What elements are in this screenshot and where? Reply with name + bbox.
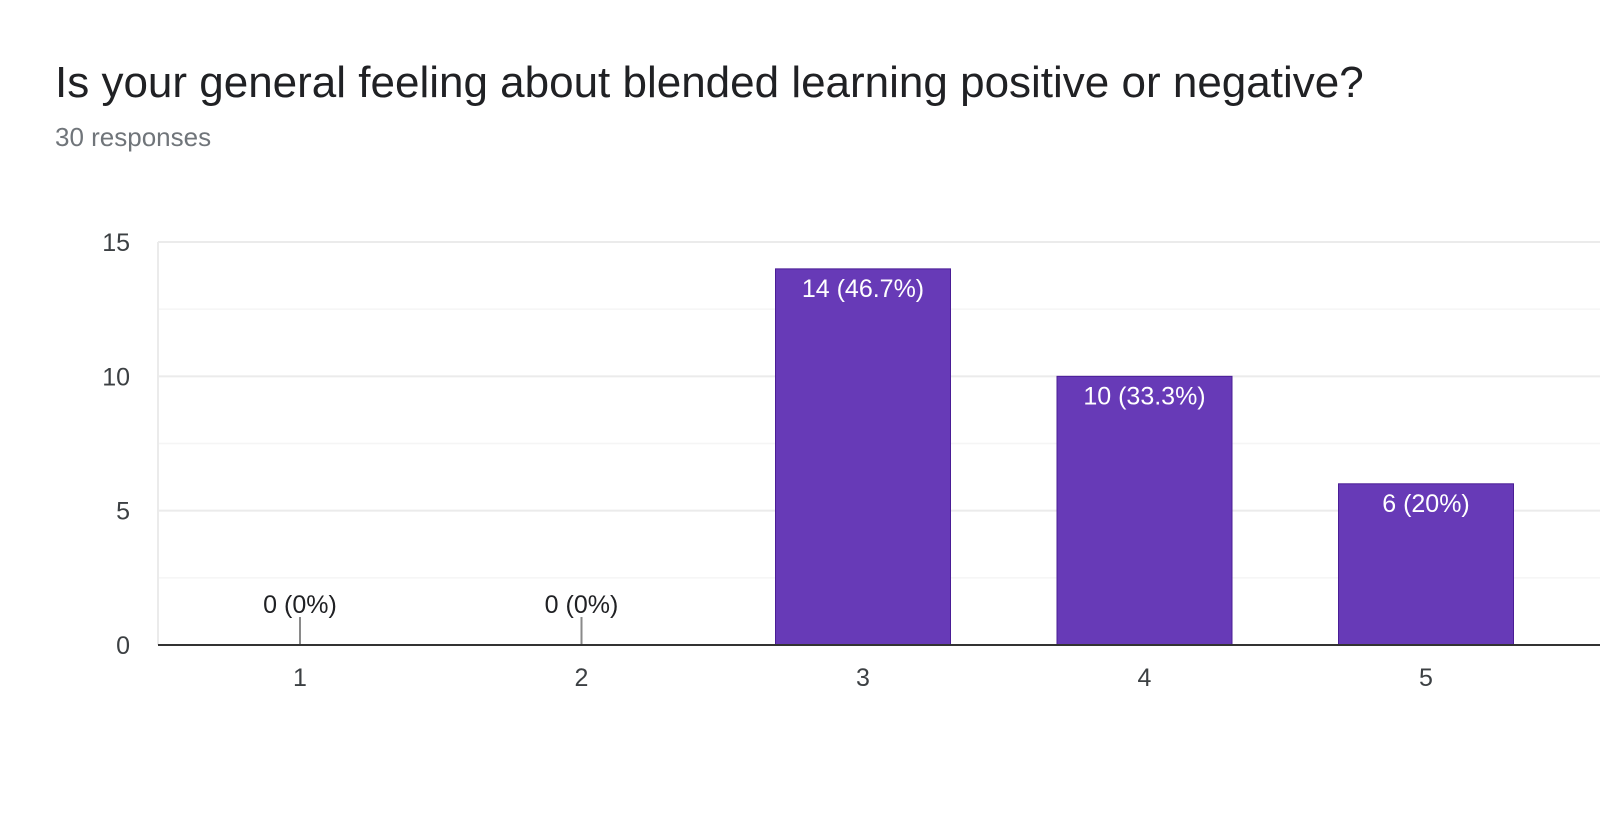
bar bbox=[775, 268, 951, 646]
x-tick-label: 2 bbox=[575, 664, 589, 692]
chart-title: Is your general feeling about blended le… bbox=[55, 58, 1364, 107]
bar-value-label: 0 (0%) bbox=[263, 591, 337, 619]
bar bbox=[1338, 483, 1514, 646]
data-labels: 0 (0%) 0 (0%) 14 (46.7%) 10 (33.3%) 6 (20%) bbox=[263, 275, 1470, 619]
y-tick-label: 10 bbox=[102, 363, 130, 391]
bar bbox=[1056, 375, 1233, 646]
response-count: 30 responses bbox=[55, 122, 212, 152]
x-tick-label: 4 bbox=[1138, 664, 1152, 692]
y-tick-label: 5 bbox=[116, 498, 130, 526]
x-tick-label: 3 bbox=[856, 664, 870, 692]
x-tick-label: 5 bbox=[1419, 664, 1433, 692]
bar-value-label: 14 (46.7%) bbox=[802, 275, 924, 303]
bar-value-label: 0 (0%) bbox=[545, 591, 619, 619]
x-tick-label: 1 bbox=[293, 664, 307, 692]
bars bbox=[299, 268, 1514, 646]
axes: 0 5 10 15 1 2 3 4 5 bbox=[102, 229, 1600, 692]
y-tick-label: 0 bbox=[116, 632, 130, 660]
y-tick-label: 15 bbox=[102, 229, 130, 257]
bar-value-label: 10 (33.3%) bbox=[1083, 382, 1205, 410]
bar-value-label: 6 (20%) bbox=[1382, 490, 1470, 518]
